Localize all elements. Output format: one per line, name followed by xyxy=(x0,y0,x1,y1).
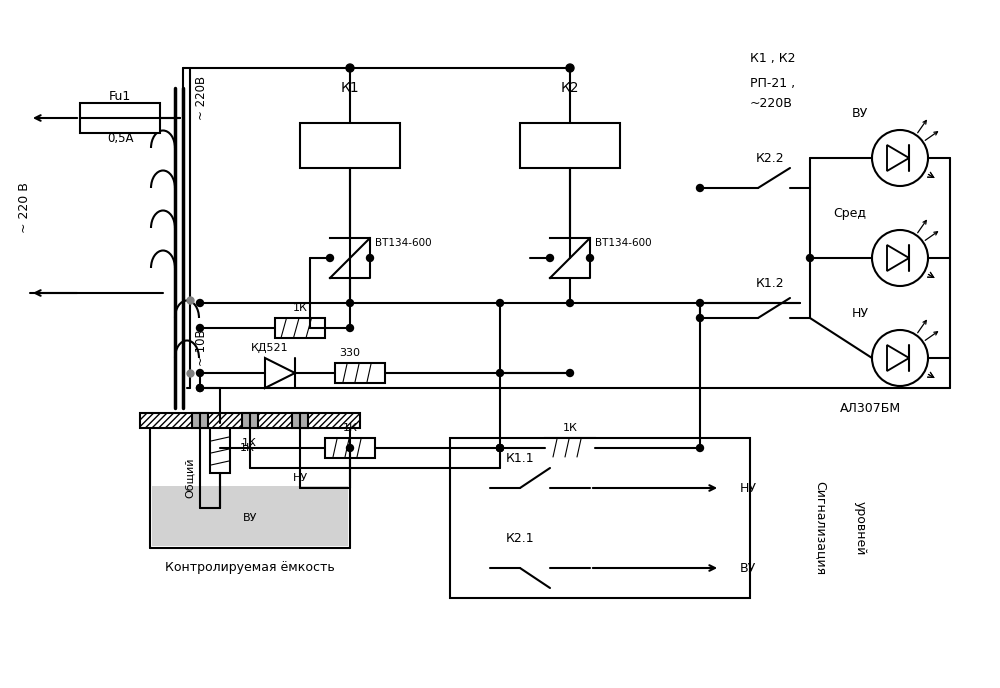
Text: уровней: уровней xyxy=(854,501,866,555)
Circle shape xyxy=(546,255,554,261)
Circle shape xyxy=(496,444,504,451)
Bar xyxy=(275,318,325,338)
Circle shape xyxy=(696,184,704,191)
Text: К1 , К2: К1 , К2 xyxy=(750,52,796,65)
Text: ВУ: ВУ xyxy=(852,107,868,120)
Bar xyxy=(300,123,400,168)
Bar xyxy=(520,123,620,168)
Circle shape xyxy=(496,369,504,376)
Text: К1: К1 xyxy=(341,81,359,95)
Text: ВТ134-600: ВТ134-600 xyxy=(375,238,432,248)
Circle shape xyxy=(586,255,594,261)
Circle shape xyxy=(566,64,574,72)
Text: ВТ134-600: ВТ134-600 xyxy=(595,238,652,248)
Bar xyxy=(210,423,230,473)
Text: ~ 220 В: ~ 220 В xyxy=(18,182,32,233)
Text: 1К: 1К xyxy=(240,443,255,453)
Text: 1К: 1К xyxy=(242,438,257,448)
Bar xyxy=(490,558,590,578)
Circle shape xyxy=(696,314,704,321)
Text: ~ 10В: ~ 10В xyxy=(195,330,208,366)
Text: РП-21 ,: РП-21 , xyxy=(750,76,795,89)
Text: 1К: 1К xyxy=(343,423,357,433)
Circle shape xyxy=(196,385,204,391)
Circle shape xyxy=(196,325,204,332)
Circle shape xyxy=(346,64,354,72)
Text: НУ: НУ xyxy=(292,473,308,483)
Circle shape xyxy=(566,299,574,306)
Bar xyxy=(140,413,360,428)
Circle shape xyxy=(347,444,354,451)
Bar xyxy=(450,438,750,598)
Text: Сигнализация: Сигнализация xyxy=(814,481,826,575)
Bar xyxy=(192,413,208,428)
Circle shape xyxy=(196,369,204,376)
Text: ВУ: ВУ xyxy=(243,513,257,523)
Circle shape xyxy=(347,299,354,306)
Text: НУ: НУ xyxy=(852,306,868,319)
Text: ~220В: ~220В xyxy=(750,96,793,109)
Bar xyxy=(152,486,348,546)
Bar xyxy=(335,363,385,383)
Text: К2: К2 xyxy=(561,81,579,95)
Bar xyxy=(325,438,375,458)
Circle shape xyxy=(696,299,704,306)
Circle shape xyxy=(196,385,204,391)
Text: 0,5A: 0,5A xyxy=(107,131,133,144)
Circle shape xyxy=(196,299,204,306)
Bar xyxy=(545,438,595,458)
Circle shape xyxy=(496,444,504,451)
Text: К2.2: К2.2 xyxy=(756,151,784,164)
Circle shape xyxy=(347,325,354,332)
Text: 1К: 1К xyxy=(563,423,577,433)
Bar xyxy=(80,103,160,133)
Text: К1.1: К1.1 xyxy=(506,451,534,464)
Text: Контролируемая ёмкость: Контролируемая ёмкость xyxy=(165,561,335,574)
Bar xyxy=(242,413,258,428)
Text: АЛ307БМ: АЛ307БМ xyxy=(839,402,901,414)
Bar xyxy=(292,413,308,428)
Circle shape xyxy=(326,255,334,261)
Text: К2.1: К2.1 xyxy=(506,532,534,544)
Text: Сред: Сред xyxy=(834,206,866,219)
Text: Общий: Общий xyxy=(185,458,195,498)
Circle shape xyxy=(366,255,374,261)
Text: 330: 330 xyxy=(340,348,360,358)
Circle shape xyxy=(806,255,814,261)
Text: НУ: НУ xyxy=(740,482,757,495)
Text: Fu1: Fu1 xyxy=(109,89,131,103)
Text: К1.2: К1.2 xyxy=(756,277,784,290)
Text: 1К: 1К xyxy=(293,303,307,313)
Circle shape xyxy=(696,444,704,451)
Text: КД521: КД521 xyxy=(251,343,289,353)
Circle shape xyxy=(566,369,574,376)
Bar xyxy=(490,478,590,498)
Text: ВУ: ВУ xyxy=(740,561,756,574)
Circle shape xyxy=(496,299,504,306)
Text: ~ 220В: ~ 220В xyxy=(195,76,208,120)
Circle shape xyxy=(496,444,504,451)
